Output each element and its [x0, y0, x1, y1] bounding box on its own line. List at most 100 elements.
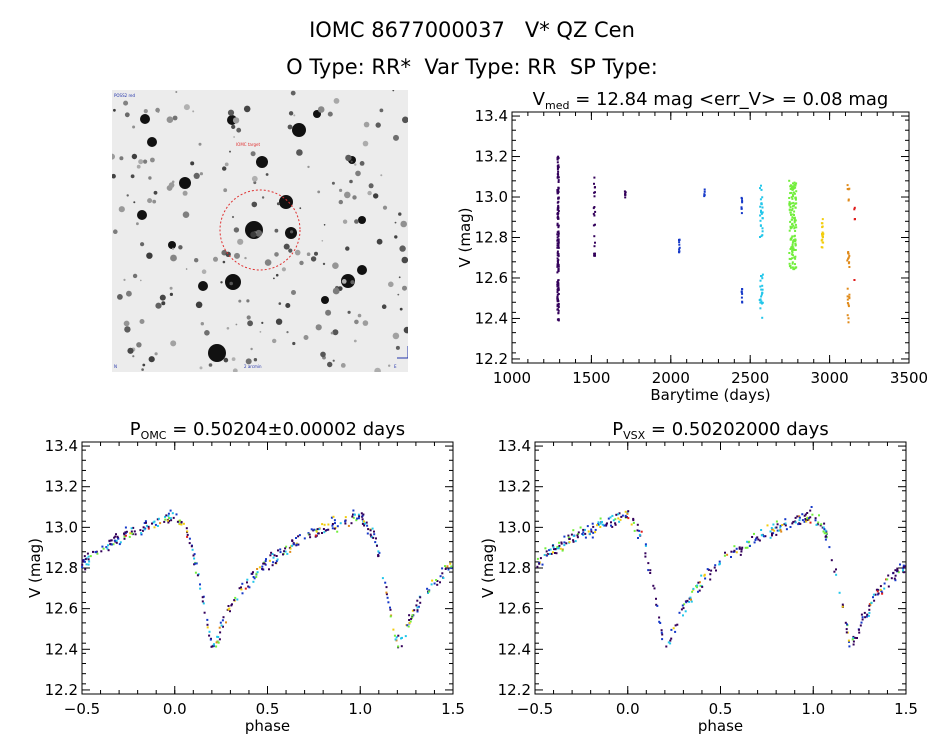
data-point — [556, 308, 559, 311]
x-tick-label: 0.0 — [163, 700, 187, 718]
data-point — [593, 235, 596, 238]
data-point — [638, 529, 641, 532]
data-point — [350, 522, 353, 525]
data-point — [168, 520, 171, 522]
data-point — [626, 511, 629, 514]
star — [395, 345, 400, 350]
data-point — [556, 281, 559, 283]
data-point — [211, 645, 214, 648]
data-point — [612, 519, 615, 522]
data-point — [707, 568, 710, 571]
data-point — [442, 577, 445, 579]
star — [283, 243, 290, 250]
star — [168, 182, 175, 188]
data-point — [788, 202, 791, 205]
data-point — [573, 534, 576, 537]
data-point — [902, 569, 904, 572]
data-point — [168, 517, 171, 519]
data-point — [222, 616, 225, 619]
data-point — [861, 616, 864, 619]
data-point — [557, 157, 560, 160]
data-point — [640, 530, 643, 533]
data-point — [268, 568, 270, 571]
data-point — [164, 518, 167, 521]
data-point — [607, 517, 610, 520]
data-point — [556, 176, 559, 178]
data-point — [428, 590, 431, 593]
data-point — [317, 532, 320, 535]
data-point — [761, 277, 764, 280]
data-point — [791, 235, 794, 238]
data-point — [798, 522, 801, 525]
data-point — [270, 551, 273, 554]
data-point — [169, 509, 172, 512]
data-point — [603, 524, 606, 527]
star — [155, 302, 162, 309]
data-point — [353, 513, 356, 516]
data-point — [791, 185, 794, 188]
data-point — [775, 526, 778, 529]
data-point — [390, 614, 393, 617]
data-point — [821, 218, 824, 221]
data-point — [759, 224, 762, 227]
data-point — [868, 604, 871, 607]
data-point — [790, 226, 793, 229]
data-point — [95, 550, 98, 553]
data-point — [872, 596, 874, 599]
data-point — [114, 540, 117, 543]
data-point — [262, 568, 265, 571]
data-point — [751, 536, 754, 538]
data-point — [806, 517, 808, 520]
data-point — [804, 519, 807, 522]
data-point — [761, 301, 764, 304]
data-point — [107, 549, 110, 552]
data-point — [236, 598, 239, 601]
star — [273, 277, 275, 280]
data-point — [134, 533, 137, 536]
data-point — [560, 541, 563, 544]
star — [124, 112, 130, 118]
data-point — [110, 539, 113, 542]
star — [170, 254, 177, 262]
data-point — [790, 226, 793, 229]
data-point — [436, 583, 439, 586]
data-point — [845, 631, 848, 634]
data-point — [794, 240, 796, 242]
data-point — [874, 593, 877, 596]
data-point — [793, 268, 796, 271]
data-point — [556, 224, 559, 227]
data-point — [256, 571, 259, 574]
star — [265, 173, 269, 176]
data-point — [794, 249, 797, 251]
data-point — [216, 640, 219, 643]
data-point — [574, 540, 577, 543]
data-point — [377, 554, 380, 557]
data-point — [582, 531, 585, 534]
data-point — [706, 568, 709, 571]
star — [321, 296, 329, 304]
data-point — [690, 598, 692, 601]
data-point — [592, 531, 595, 534]
data-point — [623, 190, 626, 193]
data-point — [594, 241, 596, 244]
data-point — [788, 229, 791, 232]
data-point — [577, 533, 579, 535]
data-point — [593, 206, 596, 208]
data-point — [556, 254, 559, 257]
data-point — [790, 246, 793, 249]
star — [255, 229, 263, 237]
data-point — [713, 566, 716, 569]
data-point — [846, 624, 849, 627]
data-point — [788, 204, 791, 207]
data-point — [431, 579, 434, 582]
data-point — [795, 182, 798, 185]
data-point — [760, 184, 762, 187]
data-point — [557, 173, 559, 176]
data-point — [791, 522, 794, 525]
data-point — [853, 279, 856, 281]
data-point — [593, 254, 596, 257]
data-point — [588, 533, 591, 536]
data-point — [419, 601, 422, 604]
data-point — [557, 263, 560, 266]
image-label-bottom-left: N — [114, 364, 117, 369]
